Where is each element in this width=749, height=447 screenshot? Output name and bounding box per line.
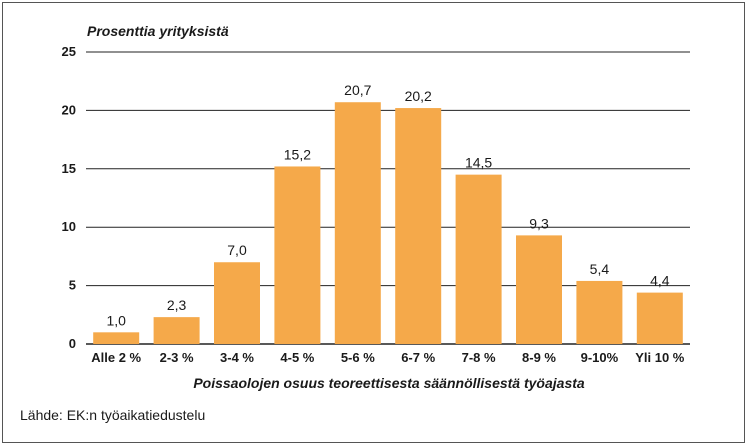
value-label: 5,4 xyxy=(590,261,610,277)
y-axis-title: Prosenttia yrityksistä xyxy=(87,23,229,39)
category-label: 9-10% xyxy=(581,350,619,365)
bar xyxy=(274,166,321,344)
category-label: 3-4 % xyxy=(220,350,254,365)
category-label: 4-5 % xyxy=(280,350,314,365)
bars xyxy=(93,102,683,345)
value-label: 2,3 xyxy=(167,297,187,313)
value-label: 20,2 xyxy=(405,88,432,104)
bar xyxy=(636,292,683,344)
y-tick-label: 15 xyxy=(62,161,76,176)
category-label: 7-8 % xyxy=(462,350,496,365)
y-tick-label: 0 xyxy=(69,336,76,351)
y-tick-label: 10 xyxy=(62,219,76,234)
bar xyxy=(576,280,623,344)
value-label: 14,5 xyxy=(465,155,492,171)
source-note: Lähde: EK:n työaikatiedustelu xyxy=(20,407,205,423)
bar xyxy=(93,332,140,344)
category-label: 6-7 % xyxy=(401,350,435,365)
category-label: 5-6 % xyxy=(341,350,375,365)
category-label: Yli 10 % xyxy=(635,350,685,365)
bar xyxy=(214,262,260,344)
category-labels: Alle 2 % 2-3 % 3-4 % 4-5 % 5-6 % 6-7 % 7-8 % 8-… xyxy=(91,350,685,365)
value-label: 9,3 xyxy=(529,215,549,231)
bar xyxy=(455,174,502,344)
value-label: 20,7 xyxy=(344,82,371,98)
category-label: 2-3 % xyxy=(160,350,194,365)
x-axis-title: Poissaolojen osuus teoreettisesta säännö… xyxy=(193,375,585,391)
category-label: 8-9 % xyxy=(522,350,556,365)
y-tick-labels: 0 5 10 15 20 25 xyxy=(62,44,76,351)
bar xyxy=(334,102,381,344)
bar xyxy=(153,317,200,344)
category-label: Alle 2 % xyxy=(91,350,141,365)
value-label: 15,2 xyxy=(284,146,311,162)
value-label: 1,0 xyxy=(106,312,126,328)
y-tick-label: 5 xyxy=(69,278,76,293)
bar xyxy=(516,235,562,344)
bar xyxy=(395,108,442,345)
y-tick-label: 25 xyxy=(62,44,76,59)
value-labels: 1,0 2,3 7,0 15,2 20,7 20,2 14,5 9,3 5,4 4,4 xyxy=(106,82,669,328)
value-label: 7,0 xyxy=(227,242,247,258)
y-tick-label: 20 xyxy=(62,102,76,117)
value-label: 4,4 xyxy=(650,273,670,289)
